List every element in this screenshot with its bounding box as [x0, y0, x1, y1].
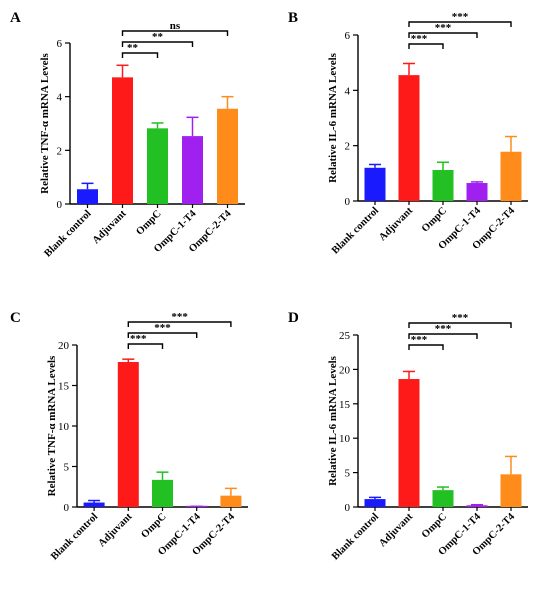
significance-label: ** — [127, 42, 139, 54]
y-tick-label: 4 — [57, 92, 63, 104]
chart-panel-b: B 0 2 4 6 Relative IL-6 mRNA Levels Blank cont… — [288, 10, 528, 257]
bar — [398, 379, 420, 507]
y-tick-label: 20 — [58, 340, 70, 352]
significance-bracket — [408, 43, 444, 49]
bar — [432, 170, 454, 201]
y-axis-label: Relative TNF-α mRNA Levels — [39, 52, 51, 193]
y-tick-label: 25 — [339, 330, 351, 342]
significance-label: ns — [170, 20, 181, 32]
panel-letter: D — [288, 310, 299, 326]
significance-label: *** — [411, 33, 428, 45]
significance-label: *** — [452, 312, 469, 324]
significance-bracket — [127, 343, 164, 349]
bar — [77, 189, 98, 204]
x-tick-label: OmpC — [134, 208, 163, 237]
bar — [364, 499, 386, 507]
y-tick-label: 15 — [339, 399, 351, 411]
chart-panel-a: A 0 2 4 6 Relative TNF-α mRNA Levels Blank con… — [10, 10, 245, 260]
significance-bracket — [408, 333, 478, 339]
bar — [152, 479, 173, 507]
significance-label: *** — [435, 22, 452, 34]
y-tick-label: 4 — [345, 85, 351, 97]
significance-bracket — [121, 52, 159, 58]
x-tick-label: Adjuvant — [97, 511, 135, 549]
y-tick-label: 6 — [345, 30, 351, 42]
x-tick-label: Adjuvant — [377, 511, 415, 549]
significance-bracket — [121, 41, 194, 47]
x-tick-label: OmpC — [420, 511, 449, 540]
bar — [432, 490, 454, 507]
significance-label: *** — [171, 311, 188, 323]
significance-bracket — [127, 332, 198, 338]
y-tick-label: 10 — [339, 433, 351, 445]
x-tick-label: Blank control — [42, 208, 93, 259]
x-tick-label: Adjuvant — [377, 205, 415, 243]
bar — [398, 75, 420, 201]
x-tick-label: Adjuvant — [91, 208, 129, 246]
y-tick-label: 20 — [339, 364, 351, 376]
significance-bracket — [408, 344, 444, 350]
y-tick-label: 5 — [345, 468, 351, 480]
significance-label: *** — [130, 333, 147, 345]
y-tick-label: 6 — [57, 38, 63, 50]
panel-letter: A — [10, 10, 21, 26]
significance-label: *** — [154, 322, 171, 334]
y-tick-label: 0 — [64, 502, 70, 514]
x-tick-label: Blank control — [330, 205, 381, 256]
bar — [466, 505, 488, 507]
y-tick-label: 15 — [58, 381, 70, 393]
x-tick-label: OmpC — [420, 205, 449, 234]
y-axis-label: Relative IL-6 mRNA Levels — [327, 52, 339, 183]
panel-letter: C — [10, 310, 21, 326]
bar — [364, 167, 386, 201]
x-tick-label: OmpC — [139, 511, 168, 540]
significance-label: ** — [152, 31, 164, 43]
x-tick-label: Blank control — [330, 511, 381, 562]
chart-panel-d: D 0 5 10 15 20 25 Relative IL-6 mRNA Levels Blan… — [288, 310, 528, 563]
bar — [500, 474, 522, 507]
significance-bracket — [408, 322, 512, 328]
significance-bracket — [408, 32, 478, 38]
y-axis-label: Relative TNF-α mRNA Levels — [46, 355, 58, 496]
y-tick-label: 10 — [58, 421, 70, 433]
significance-label: *** — [452, 11, 469, 23]
y-axis-label: Relative IL-6 mRNA Levels — [327, 355, 339, 486]
bar — [147, 128, 168, 204]
y-tick-label: 2 — [57, 145, 63, 157]
significance-label: *** — [411, 334, 428, 346]
bar — [182, 136, 203, 204]
significance-label: *** — [435, 323, 452, 335]
y-tick-label: 0 — [345, 502, 351, 514]
bar — [500, 151, 522, 201]
significance-bracket — [127, 321, 232, 327]
significance-bracket — [121, 30, 229, 36]
bar — [83, 502, 105, 507]
y-tick-label: 0 — [57, 199, 63, 211]
y-tick-label: 0 — [345, 196, 351, 208]
x-tick-label: Blank control — [49, 511, 100, 562]
y-tick-label: 5 — [64, 462, 70, 474]
bar — [117, 362, 139, 507]
significance-bracket — [408, 21, 512, 27]
bar — [220, 495, 242, 507]
bar — [112, 77, 133, 204]
panel-letter: B — [288, 10, 298, 26]
bar — [466, 183, 488, 201]
bar — [217, 108, 238, 204]
y-tick-label: 2 — [345, 141, 351, 153]
